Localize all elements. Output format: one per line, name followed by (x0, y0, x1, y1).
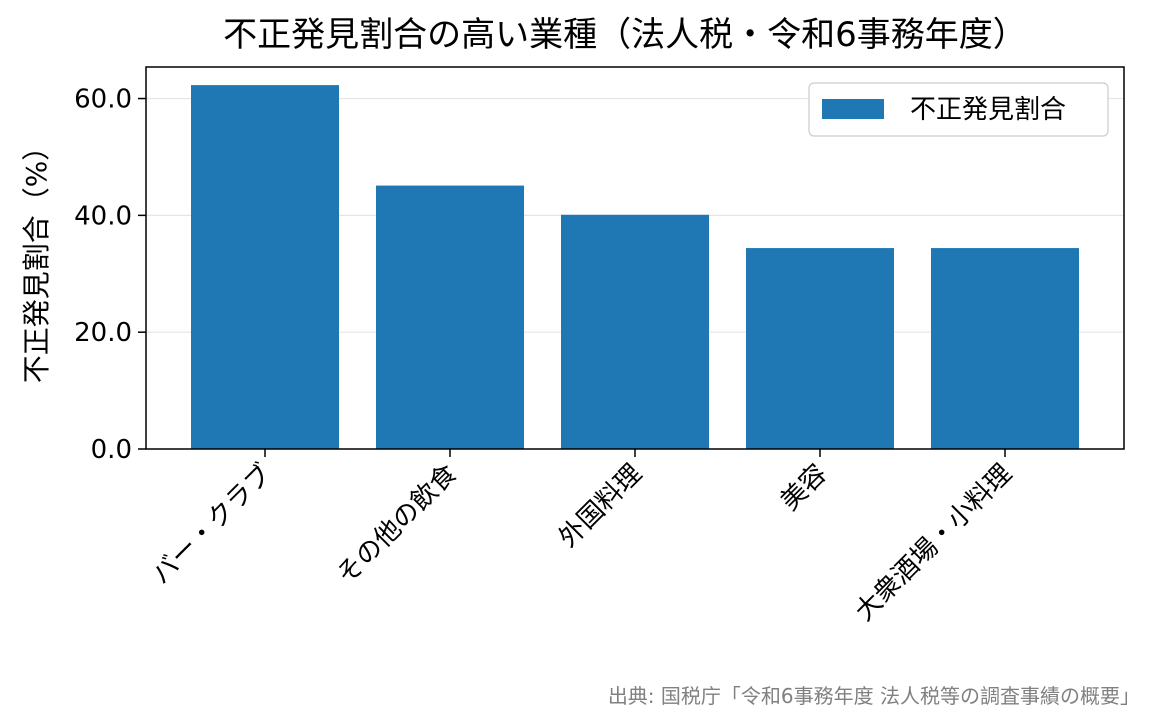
y-tick-label: 0.0 (91, 435, 132, 465)
legend: 不正発見割合 (808, 82, 1109, 137)
bar (191, 85, 339, 450)
y-tick-label: 20.0 (74, 318, 132, 348)
bar (376, 185, 524, 449)
legend-swatch (822, 99, 884, 119)
bar (746, 248, 894, 449)
legend-label: 不正発見割合 (910, 95, 1066, 125)
y-axis-label: 不正発見割合（%） (20, 133, 53, 384)
source-note: 出典: 国税庁「令和6事務年度 法人税等の調査事績の概要」 (608, 684, 1140, 708)
bar (561, 214, 709, 449)
y-tick-label: 60.0 (74, 85, 132, 115)
y-axis-ticks: 0.0 20.0 40.0 60.0 (74, 85, 146, 465)
chart-title: 不正発見割合の高い業種（法人税・令和6事務年度） (223, 15, 1027, 55)
bars (191, 85, 1079, 450)
legend-box (808, 82, 1109, 137)
y-tick-label: 40.0 (74, 201, 132, 231)
bar (931, 248, 1079, 449)
